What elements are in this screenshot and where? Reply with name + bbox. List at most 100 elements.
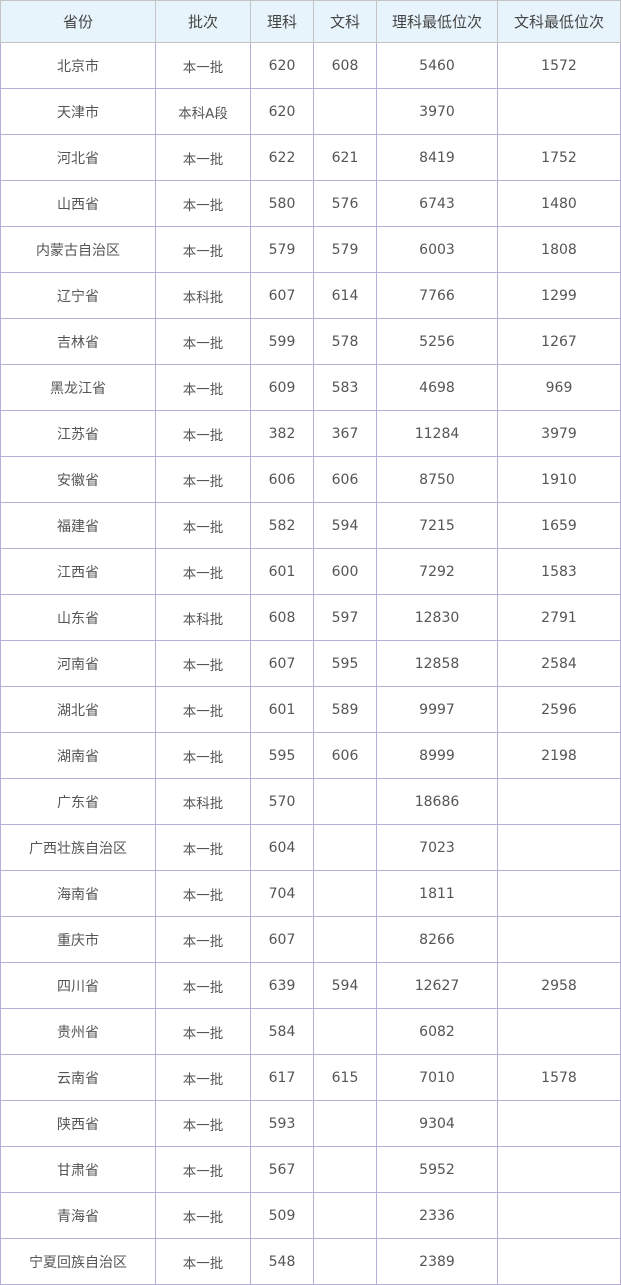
cell-arts-min-rank — [497, 1008, 621, 1055]
cell-science-score: 604 — [250, 824, 314, 871]
cell-arts-min-rank: 1480 — [497, 180, 621, 227]
cell-batch: 本一批 — [155, 1146, 251, 1193]
cell-batch: 本一批 — [155, 732, 251, 779]
table-row: 江苏省 本一批 382 367 11284 3979 — [0, 410, 621, 457]
cell-batch: 本一批 — [155, 134, 251, 181]
table-row: 吉林省 本一批 599 578 5256 1267 — [0, 318, 621, 365]
cell-science-min-rank: 2336 — [376, 1192, 498, 1239]
cell-science-score: 601 — [250, 686, 314, 733]
cell-batch: 本一批 — [155, 456, 251, 503]
cell-province: 北京市 — [0, 42, 156, 89]
table-row: 云南省 本一批 617 615 7010 1578 — [0, 1054, 621, 1101]
cell-province: 安徽省 — [0, 456, 156, 503]
table-row: 湖南省 本一批 595 606 8999 2198 — [0, 732, 621, 779]
cell-science-score: 620 — [250, 88, 314, 135]
table-row: 青海省 本一批 509 2336 — [0, 1192, 621, 1239]
cell-province: 海南省 — [0, 870, 156, 917]
table-row: 宁夏回族自治区 本一批 548 2389 — [0, 1238, 621, 1285]
cell-province: 河北省 — [0, 134, 156, 181]
cell-arts-score — [313, 1008, 377, 1055]
cell-arts-min-rank — [497, 88, 621, 135]
cell-batch: 本一批 — [155, 502, 251, 549]
cell-science-score: 580 — [250, 180, 314, 227]
cell-science-score: 570 — [250, 778, 314, 825]
cell-province: 辽宁省 — [0, 272, 156, 319]
cell-arts-score: 615 — [313, 1054, 377, 1101]
cell-science-score: 620 — [250, 42, 314, 89]
cell-science-min-rank: 9997 — [376, 686, 498, 733]
cell-science-score: 509 — [250, 1192, 314, 1239]
cell-arts-min-rank: 969 — [497, 364, 621, 411]
column-header-arts-min-rank: 文科最低位次 — [497, 0, 621, 43]
cell-arts-score: 578 — [313, 318, 377, 365]
cell-arts-score: 594 — [313, 502, 377, 549]
cell-arts-min-rank: 1267 — [497, 318, 621, 365]
cell-province: 江西省 — [0, 548, 156, 595]
cell-batch: 本科A段 — [155, 88, 251, 135]
cell-science-min-rank: 7010 — [376, 1054, 498, 1101]
cell-province: 吉林省 — [0, 318, 156, 365]
table-row: 甘肃省 本一批 567 5952 — [0, 1146, 621, 1193]
cell-province: 广西壮族自治区 — [0, 824, 156, 871]
cell-province: 青海省 — [0, 1192, 156, 1239]
table-row: 北京市 本一批 620 608 5460 1572 — [0, 42, 621, 89]
cell-arts-score: 367 — [313, 410, 377, 457]
column-header-batch: 批次 — [155, 0, 251, 43]
cell-province: 重庆市 — [0, 916, 156, 963]
cell-batch: 本科批 — [155, 778, 251, 825]
cell-science-score: 607 — [250, 640, 314, 687]
table-row: 江西省 本一批 601 600 7292 1583 — [0, 548, 621, 595]
table-row: 广西壮族自治区 本一批 604 7023 — [0, 824, 621, 871]
cell-province: 天津市 — [0, 88, 156, 135]
cell-province: 宁夏回族自治区 — [0, 1238, 156, 1285]
table-row: 天津市 本科A段 620 3970 — [0, 88, 621, 135]
cell-arts-score: 594 — [313, 962, 377, 1009]
cell-province: 江苏省 — [0, 410, 156, 457]
cell-arts-score: 600 — [313, 548, 377, 595]
cell-batch: 本科批 — [155, 272, 251, 319]
cell-science-score: 607 — [250, 916, 314, 963]
cell-arts-score — [313, 778, 377, 825]
cell-arts-min-rank: 1572 — [497, 42, 621, 89]
cell-arts-score: 579 — [313, 226, 377, 273]
cell-science-min-rank: 8266 — [376, 916, 498, 963]
cell-science-score: 601 — [250, 548, 314, 595]
cell-science-min-rank: 12858 — [376, 640, 498, 687]
cell-arts-score: 614 — [313, 272, 377, 319]
cell-science-min-rank: 7292 — [376, 548, 498, 595]
cell-science-min-rank: 8750 — [376, 456, 498, 503]
column-header-science-min-rank: 理科最低位次 — [376, 0, 498, 43]
table-row: 四川省 本一批 639 594 12627 2958 — [0, 962, 621, 1009]
cell-arts-min-rank: 1910 — [497, 456, 621, 503]
cell-arts-min-rank: 2584 — [497, 640, 621, 687]
cell-arts-min-rank: 1578 — [497, 1054, 621, 1101]
cell-arts-score: 608 — [313, 42, 377, 89]
cell-arts-score — [313, 1238, 377, 1285]
table-row: 黑龙江省 本一批 609 583 4698 969 — [0, 364, 621, 411]
cell-province: 陕西省 — [0, 1100, 156, 1147]
cell-arts-min-rank: 1659 — [497, 502, 621, 549]
cell-arts-min-rank: 1808 — [497, 226, 621, 273]
cell-arts-min-rank — [497, 824, 621, 871]
cell-arts-score: 597 — [313, 594, 377, 641]
cell-batch: 本一批 — [155, 640, 251, 687]
cell-science-min-rank: 6743 — [376, 180, 498, 227]
cell-batch: 本科批 — [155, 594, 251, 641]
cell-province: 河南省 — [0, 640, 156, 687]
cell-science-score: 608 — [250, 594, 314, 641]
cell-arts-min-rank — [497, 1238, 621, 1285]
cell-science-score: 599 — [250, 318, 314, 365]
cell-arts-min-rank: 3979 — [497, 410, 621, 457]
cell-batch: 本一批 — [155, 318, 251, 365]
column-header-science-score: 理科 — [250, 0, 314, 43]
cell-batch: 本一批 — [155, 42, 251, 89]
cell-province: 贵州省 — [0, 1008, 156, 1055]
cell-science-min-rank: 1811 — [376, 870, 498, 917]
table-row: 河南省 本一批 607 595 12858 2584 — [0, 640, 621, 687]
column-header-province: 省份 — [0, 0, 156, 43]
cell-province: 湖北省 — [0, 686, 156, 733]
table-row: 福建省 本一批 582 594 7215 1659 — [0, 502, 621, 549]
cell-arts-min-rank — [497, 916, 621, 963]
cell-science-min-rank: 12830 — [376, 594, 498, 641]
cell-batch: 本一批 — [155, 548, 251, 595]
